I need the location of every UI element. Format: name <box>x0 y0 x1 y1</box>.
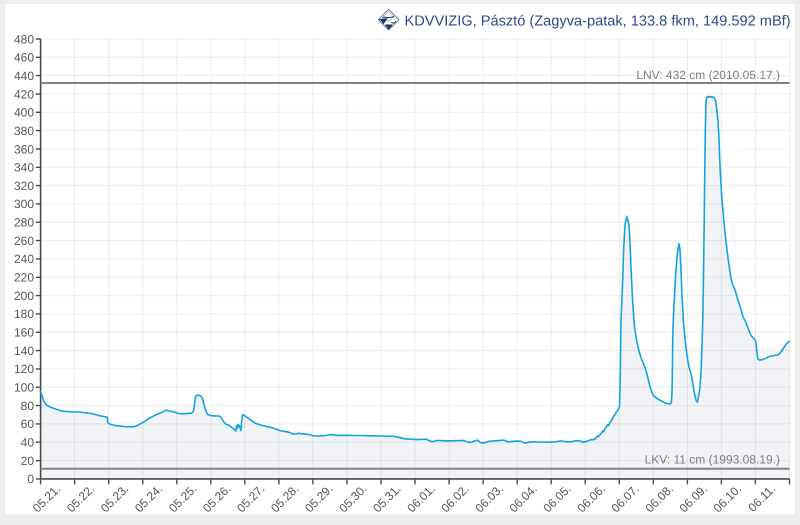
svg-text:160: 160 <box>14 326 34 340</box>
svg-text:480: 480 <box>14 32 34 46</box>
svg-text:420: 420 <box>14 87 34 101</box>
svg-text:340: 340 <box>14 161 34 175</box>
svg-text:180: 180 <box>14 307 34 321</box>
svg-text:120: 120 <box>14 362 34 376</box>
svg-text:LNV: 432 cm (2010.05.17.): LNV: 432 cm (2010.05.17.) <box>636 68 780 82</box>
svg-text:40: 40 <box>21 436 35 450</box>
svg-text:80: 80 <box>21 399 35 413</box>
svg-text:280: 280 <box>14 216 34 230</box>
svg-text:260: 260 <box>14 234 34 248</box>
svg-text:LKV: 11 cm (1993.08.19.): LKV: 11 cm (1993.08.19.) <box>645 453 780 467</box>
svg-text:60: 60 <box>21 417 35 431</box>
svg-text:380: 380 <box>14 124 34 138</box>
svg-text:360: 360 <box>14 142 34 156</box>
svg-text:KDVVIZIG, Pásztó (Zagyva-patak: KDVVIZIG, Pásztó (Zagyva-patak, 133.8 fk… <box>405 14 791 30</box>
svg-text:440: 440 <box>14 69 34 83</box>
svg-text:400: 400 <box>14 106 34 120</box>
svg-text:220: 220 <box>14 271 34 285</box>
svg-text:0: 0 <box>27 472 34 486</box>
svg-text:140: 140 <box>14 344 34 358</box>
svg-text:300: 300 <box>14 197 34 211</box>
svg-text:200: 200 <box>14 289 34 303</box>
svg-text:100: 100 <box>14 381 34 395</box>
svg-text:460: 460 <box>14 51 34 65</box>
svg-text:320: 320 <box>14 179 34 193</box>
svg-text:20: 20 <box>21 454 35 468</box>
svg-text:240: 240 <box>14 252 34 266</box>
